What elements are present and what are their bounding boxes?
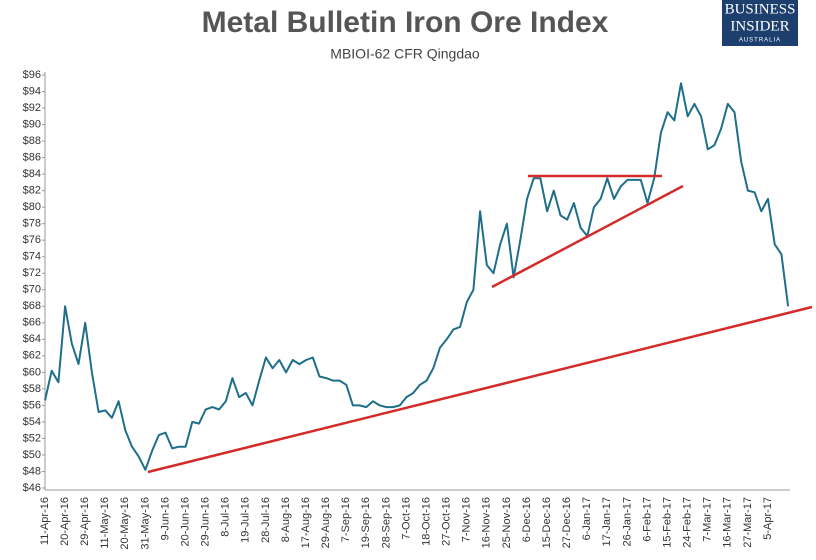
x-tick-label: 25-Nov-16 — [501, 497, 513, 548]
y-tick-label: $94 — [23, 85, 41, 97]
x-tick-label: 28-Sep-16 — [380, 497, 392, 548]
chart-subtitle: MBIOI-62 CFR Qingdao — [330, 46, 480, 62]
x-tick-label: 5-Apr-17 — [762, 497, 774, 540]
y-tick-label: $86 — [23, 152, 41, 164]
logo-box — [722, 0, 798, 46]
x-tick-label: 6-Dec-16 — [521, 497, 533, 542]
x-tick-label: 29-Jun-16 — [200, 497, 212, 547]
x-tick-label: 31-May-16 — [139, 497, 151, 550]
x-tick-label: 8-Aug-16 — [280, 497, 292, 542]
x-tick-label: 29-Apr-16 — [79, 497, 91, 546]
y-tick-label: $96 — [23, 69, 41, 81]
x-tick-label: 20-Apr-16 — [59, 497, 71, 546]
y-tick-label: $48 — [23, 465, 41, 477]
x-tick-label: 27-Dec-16 — [561, 497, 573, 548]
y-tick-label: $66 — [23, 317, 41, 329]
y-tick-label: $90 — [23, 118, 41, 130]
x-tick-label: 24-Feb-17 — [682, 497, 694, 548]
y-tick-label: $78 — [23, 218, 41, 230]
x-tick-label: 16-Nov-16 — [481, 497, 493, 548]
y-tick-label: $64 — [23, 333, 41, 345]
x-tick-label: 27-Oct-16 — [441, 497, 453, 546]
x-tick-label: 6-Feb-17 — [641, 497, 653, 542]
y-tick-label: $56 — [23, 399, 41, 411]
x-tick-label: 18-Oct-16 — [420, 497, 432, 546]
x-tick-label: 11-May-16 — [99, 497, 111, 549]
trend-line — [147, 305, 813, 474]
x-tick-label: 20-May-16 — [119, 497, 131, 550]
y-tick-label: $76 — [23, 234, 41, 246]
y-tick-label: $52 — [23, 432, 41, 444]
y-tick-label: $62 — [23, 350, 41, 362]
x-tick-label: 29-Aug-16 — [320, 497, 332, 548]
x-tick-label: 7-Sep-16 — [340, 497, 352, 542]
x-tick-label: 15-Dec-16 — [541, 497, 553, 548]
plot: $46 $48 $50 $52 $54 $56 $58 $60 $62 $64 $66 $68 $70 $… — [23, 69, 790, 550]
x-tick-label: 7-Mar-17 — [702, 497, 714, 542]
x-tick-label: 20-Jun-16 — [179, 497, 191, 547]
x-tick-label: 27-Mar-17 — [742, 497, 754, 548]
x-tick-label: 7-Oct-16 — [400, 497, 412, 540]
y-tick-label: $88 — [23, 135, 41, 147]
chart-title: Metal Bulletin Iron Ore Index — [202, 6, 609, 39]
logo-text: BUSINESS — [725, 1, 796, 17]
x-tick-label: 17-Jan-17 — [601, 497, 613, 547]
x-tick-label: 7-Nov-16 — [461, 497, 473, 542]
y-tick-label: $46 — [23, 482, 41, 494]
logo-text: INSIDER — [730, 18, 789, 34]
y-tick-label: $82 — [23, 185, 41, 197]
y-tick-label: $60 — [23, 366, 41, 378]
y-tick-label: $92 — [23, 102, 41, 114]
x-tick-label: 19-Jul-16 — [240, 497, 252, 543]
y-tick-label: $50 — [23, 449, 41, 461]
y-tick-label: $70 — [23, 284, 41, 296]
y-tick-label: $58 — [23, 383, 41, 395]
trend-line — [491, 184, 684, 289]
y-tick-label: $72 — [23, 267, 41, 279]
x-tick-label: 8-Jul-16 — [220, 497, 232, 537]
x-tick-label: 19-Sep-16 — [360, 497, 372, 548]
y-tick-label: $80 — [23, 201, 41, 213]
x-tick-label: 16-Mar-17 — [722, 497, 734, 548]
x-tick-label: 15-Feb-17 — [661, 497, 673, 548]
x-tick-label: 28-Jul-16 — [260, 497, 272, 543]
price-line — [44, 82, 790, 471]
y-tick-label: $68 — [23, 300, 41, 312]
logo-text: AUSTRALIA — [739, 38, 781, 44]
y-tick-label: $84 — [23, 168, 41, 180]
y-tick-label: $74 — [23, 251, 41, 263]
x-tick-label: 17-Aug-16 — [300, 497, 312, 548]
y-tick-label: $54 — [23, 416, 41, 428]
x-tick-label: 6-Jan-17 — [581, 497, 593, 540]
x-tick-label: 9-Jun-16 — [159, 497, 171, 540]
logo: BUSINESS INSIDER AUSTRALIA — [722, 0, 798, 46]
x-tick-label: 11-Apr-16 — [39, 497, 51, 545]
x-tick-label: 26-Jan-17 — [621, 497, 633, 547]
